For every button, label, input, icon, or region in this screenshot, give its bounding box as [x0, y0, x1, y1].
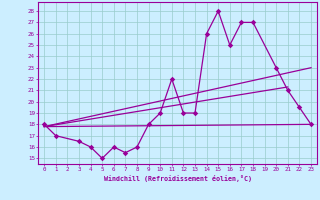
X-axis label: Windchill (Refroidissement éolien,°C): Windchill (Refroidissement éolien,°C) [104, 175, 252, 182]
